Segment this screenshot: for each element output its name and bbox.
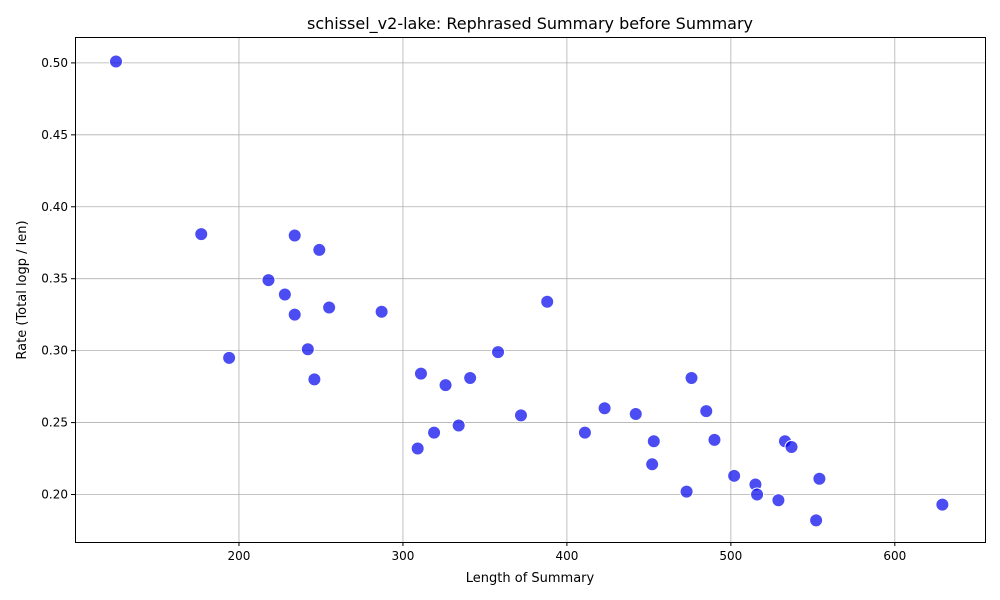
y-tick-label: 0.35 xyxy=(41,272,68,286)
data-point xyxy=(491,345,506,360)
data-point xyxy=(451,418,466,433)
data-point xyxy=(438,378,453,393)
y-tick-label: 0.50 xyxy=(41,56,68,70)
data-point xyxy=(679,484,694,499)
data-point xyxy=(261,273,276,288)
data-point xyxy=(727,468,742,483)
data-point xyxy=(312,242,327,257)
data-point xyxy=(684,370,699,385)
x-tick-label: 400 xyxy=(555,549,578,563)
data-point xyxy=(645,457,660,472)
x-tick-label: 200 xyxy=(228,549,251,563)
data-point xyxy=(300,342,315,357)
data-point xyxy=(628,406,643,421)
x-tick-label: 300 xyxy=(391,549,414,563)
y-tick-label: 0.45 xyxy=(41,128,68,142)
x-tick-label: 500 xyxy=(719,549,742,563)
data-point xyxy=(513,408,528,423)
data-point xyxy=(108,54,123,69)
data-point xyxy=(307,372,322,387)
data-point xyxy=(322,300,337,315)
y-axis-ticks: 0.20 0.25 0.30 0.35 0.40 0.45 0.50 xyxy=(41,56,75,502)
data-point xyxy=(413,366,428,381)
data-point xyxy=(812,471,827,486)
data-point xyxy=(222,350,237,365)
data-point xyxy=(699,404,714,419)
grid xyxy=(75,37,985,542)
data-point xyxy=(463,370,478,385)
data-point xyxy=(577,425,592,440)
data-point xyxy=(410,441,425,456)
data-point xyxy=(277,287,292,302)
data-point xyxy=(784,440,799,455)
x-tick-label: 600 xyxy=(883,549,906,563)
data-point xyxy=(194,227,209,242)
x-axis-label: Length of Summary xyxy=(466,571,595,586)
data-point xyxy=(427,425,442,440)
y-axis-label: Rate (Total logp / len) xyxy=(15,220,30,359)
data-point xyxy=(540,294,555,309)
data-point xyxy=(646,434,661,449)
y-tick-label: 0.25 xyxy=(41,416,68,430)
data-point xyxy=(374,304,389,319)
plot-frame xyxy=(75,37,986,543)
y-tick-label: 0.40 xyxy=(41,200,68,214)
chart-title: schissel_v2-lake: Rephrased Summary befo… xyxy=(307,14,753,34)
data-point xyxy=(287,228,302,243)
data-point xyxy=(750,487,765,502)
data-point xyxy=(597,401,612,416)
data-point xyxy=(707,432,722,447)
data-point xyxy=(287,307,302,322)
data-point xyxy=(771,493,786,508)
data-points xyxy=(108,54,950,528)
y-tick-label: 0.30 xyxy=(41,344,68,358)
data-point xyxy=(809,513,824,528)
data-point xyxy=(935,497,950,512)
y-tick-label: 0.20 xyxy=(41,488,68,502)
x-axis-ticks: 200 300 400 500 600 xyxy=(228,542,906,563)
